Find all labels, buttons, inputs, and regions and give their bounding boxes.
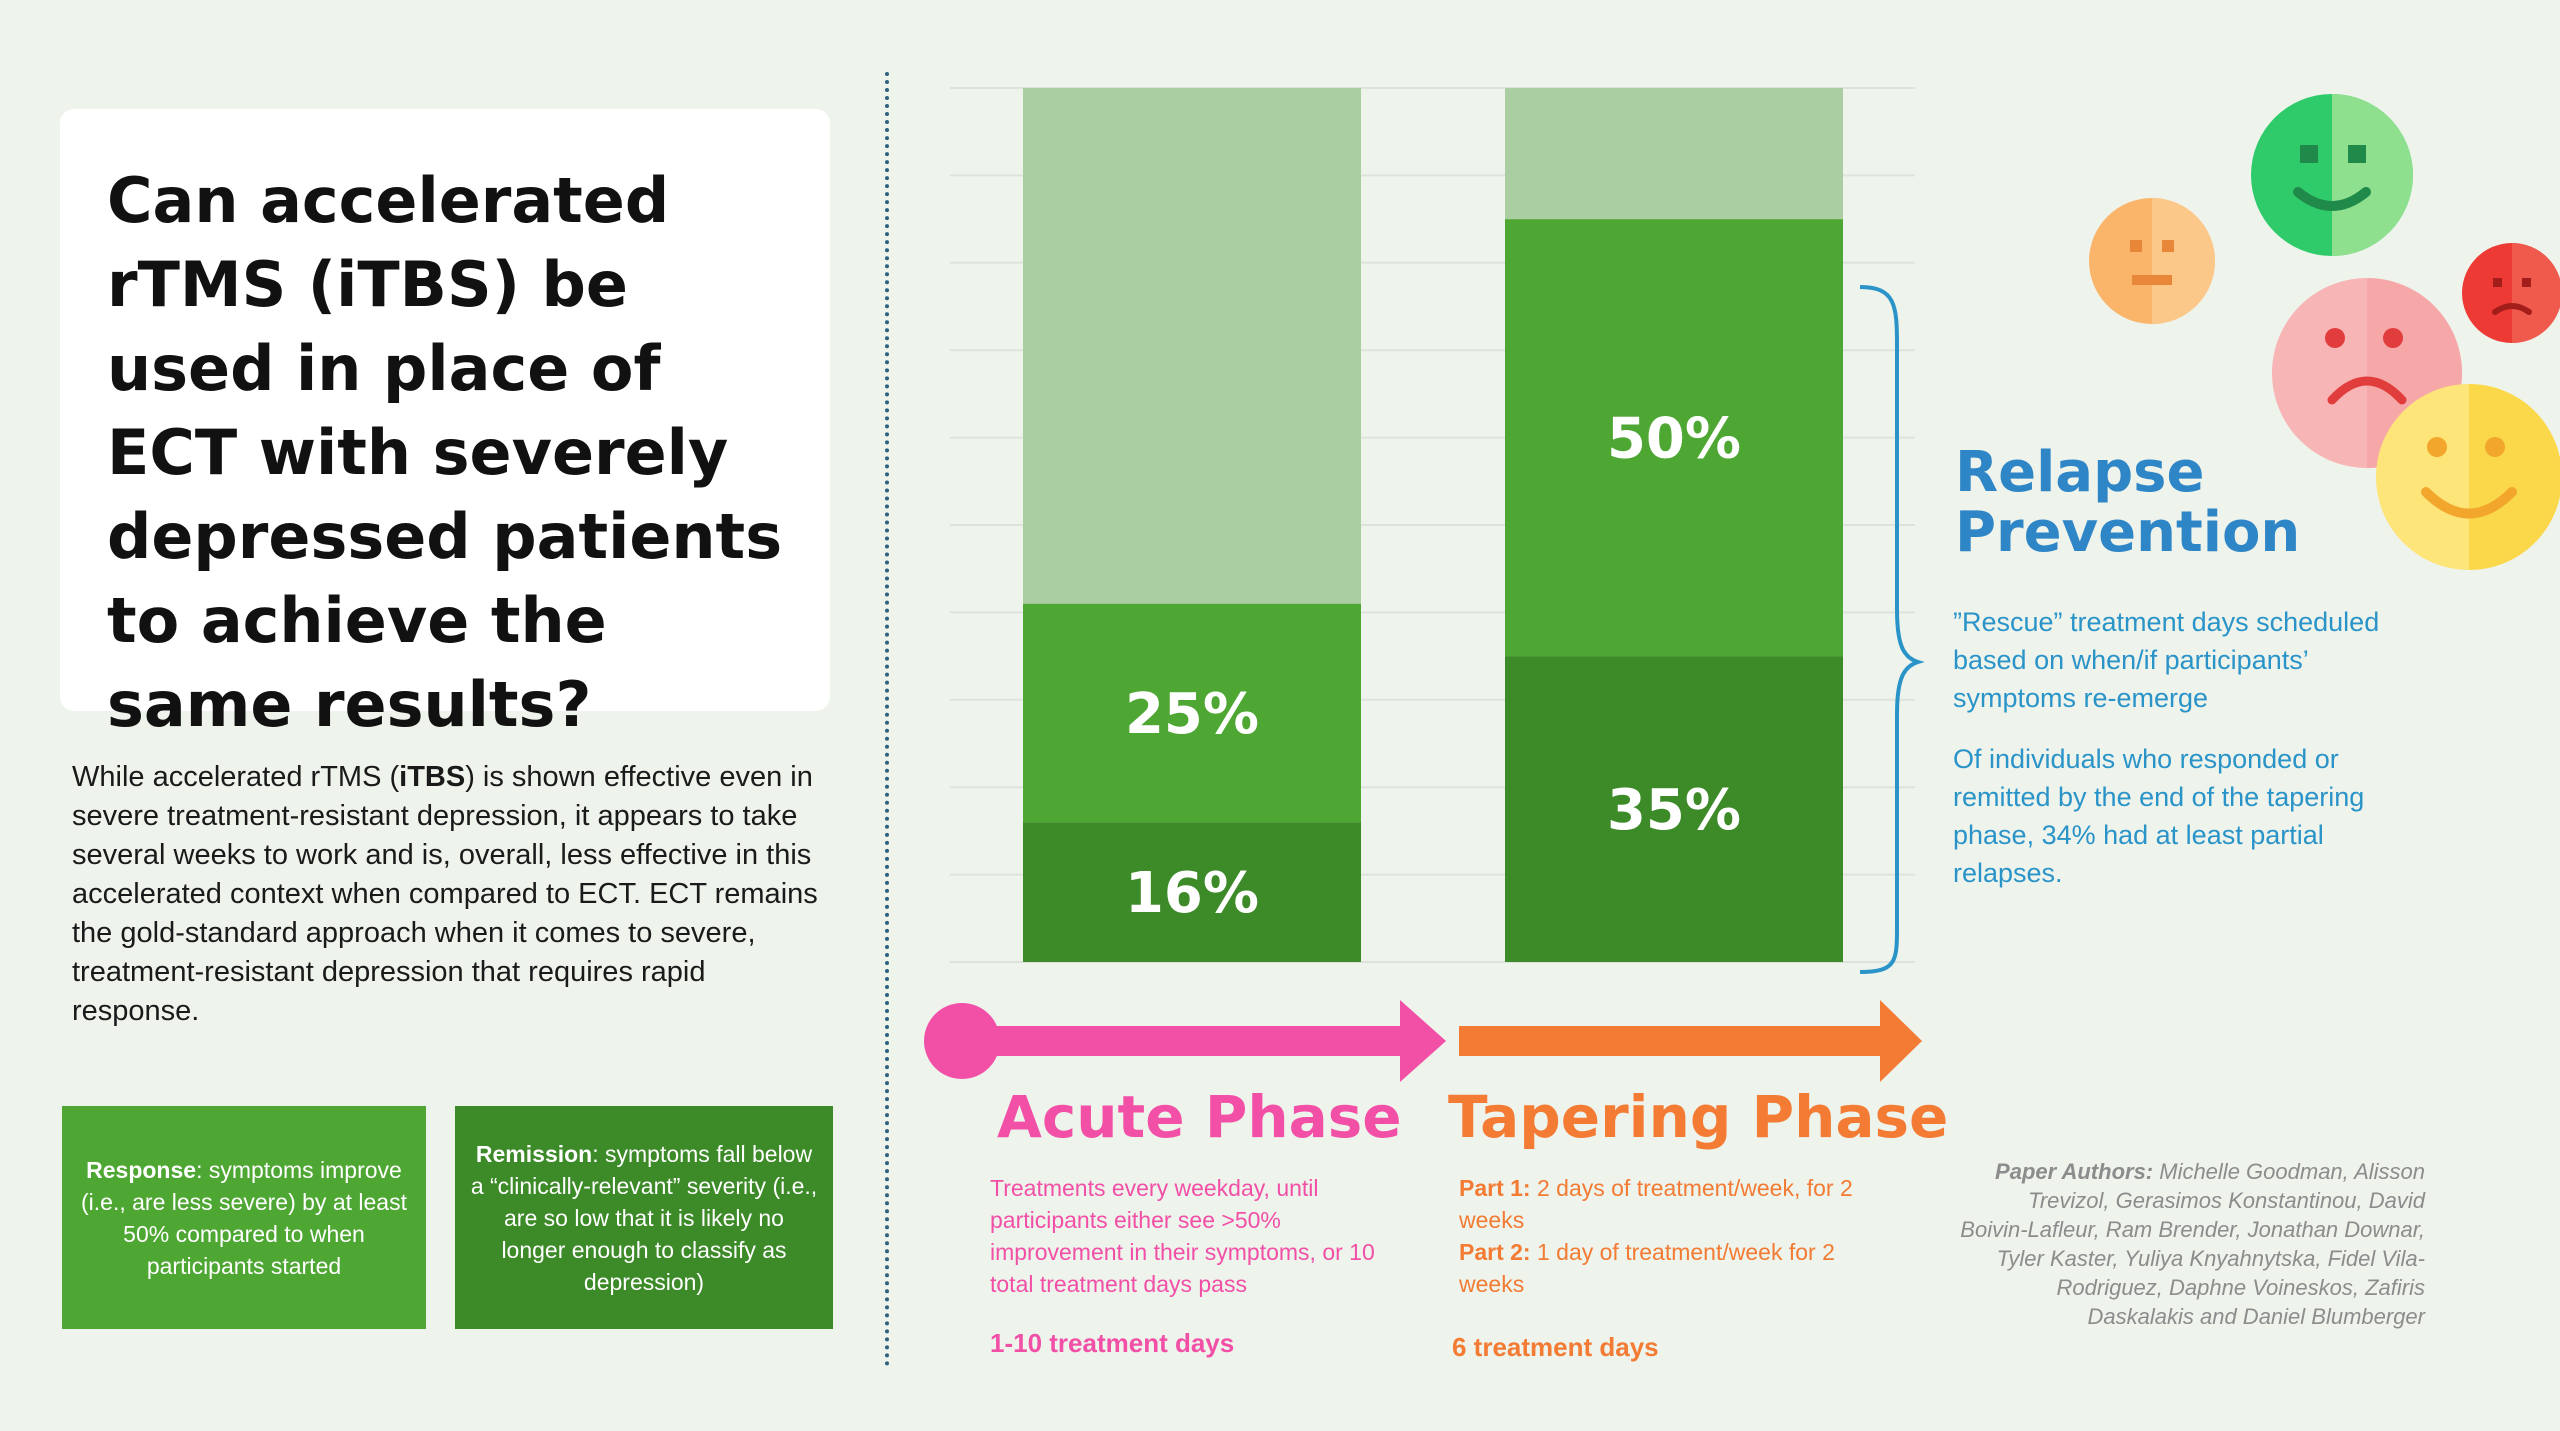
relapse-prevention-title: Relapse Prevention: [1955, 440, 2301, 565]
part1-text: 2 days of treatment/week, for 2 weeks: [1459, 1175, 1853, 1233]
paper-authors: Paper Authors: Michelle Goodman, Alisson…: [1960, 1157, 2425, 1331]
remission-description: : symptoms fall below a “clinically-rele…: [470, 1140, 818, 1295]
acute-phase-title: Acute Phase: [997, 1083, 1402, 1151]
response-description: : symptoms improve (i.e., are less sever…: [81, 1156, 407, 1279]
response-term: Response: [86, 1156, 197, 1183]
part1-label: Part 1:: [1459, 1175, 1531, 1201]
happy-face-icon: [2251, 94, 2413, 256]
bar-value-label: 35%: [1607, 778, 1741, 843]
intro-text-bold: iTBS: [399, 761, 466, 793]
acute-phase-days: 1-10 treatment days: [990, 1328, 1235, 1358]
remission-term: Remission: [475, 1140, 593, 1167]
intro-text-end: ) is shown effective even in severe trea…: [72, 761, 818, 1027]
authors-label: Paper Authors:: [1995, 1159, 2154, 1184]
neutral-face-icon: [2089, 198, 2215, 324]
bar-segment-acute-2: [1023, 88, 1361, 604]
tapering-phase-days: 6 treatment days: [1452, 1332, 1659, 1362]
acute-phase-arrow: [924, 1000, 1446, 1082]
bar-segment-acute-0: [1023, 822, 1361, 962]
part2-label: Part 2:: [1459, 1239, 1531, 1265]
tapering-phase-arrow: [1459, 1000, 1922, 1082]
section-divider: [885, 72, 889, 1367]
bar-value-label: 25%: [1125, 682, 1259, 747]
authors-names: Michelle Goodman, Alisson Trevizol, Gera…: [1960, 1159, 2425, 1329]
relapse-bracket: [1859, 285, 1925, 974]
intro-text-start: While accelerated rTMS (: [72, 761, 400, 793]
bar-segment-tapering-1: [1505, 219, 1843, 657]
part2-text: 1 day of treatment/week for 2 weeks: [1459, 1239, 1835, 1297]
sad-face-icon: [2462, 243, 2560, 343]
question-heading: Can accelerated rTMS (iTBS) be used in p…: [107, 164, 783, 741]
tapering-phase-title: Tapering Phase: [1448, 1083, 1949, 1151]
relapse-statistic-text: Of individuals who responded or remitted…: [1953, 744, 2365, 888]
tapering-phase-description: Part 1: 2 days of treatment/week, for 2 …: [1459, 1172, 1859, 1300]
question-card: Can accelerated rTMS (iTBS) be used in p…: [60, 109, 830, 741]
bar-value-label: 50%: [1607, 407, 1741, 472]
remission-definition-box: Remission: symptoms fall below a “clinic…: [455, 1106, 833, 1329]
bar-labels: 16% 25% 35% 50%: [1125, 407, 1741, 926]
intro-paragraph: While accelerated rTMS (iTBS) is shown e…: [72, 758, 832, 1031]
response-definition-box: Response: symptoms improve (i.e., are le…: [62, 1106, 426, 1329]
smiling-face-icon: [2376, 384, 2560, 570]
emoji-faces: [2089, 94, 2560, 570]
bar-segment-tapering-0: [1505, 656, 1843, 962]
acute-phase-description: Treatments every weekday, until particip…: [990, 1175, 1375, 1297]
bar-segment-acute-1: [1023, 603, 1361, 823]
bars: [1023, 88, 1843, 962]
bar-value-label: 16%: [1125, 861, 1259, 926]
bar-segment-tapering-2: [1505, 88, 1843, 220]
relapse-rescue-text: ”Rescue” treatment days scheduled based …: [1953, 607, 2380, 713]
